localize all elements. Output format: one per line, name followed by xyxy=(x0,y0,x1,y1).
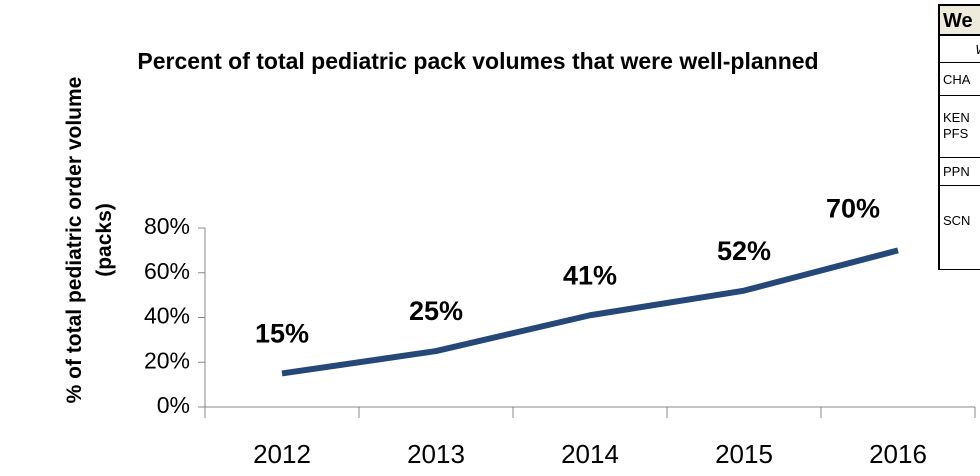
data-label: 41% xyxy=(563,260,617,290)
table-cell: SCN xyxy=(940,186,980,270)
data-label: 70% xyxy=(826,194,880,224)
table-cell: We xyxy=(940,6,980,36)
data-line xyxy=(281,247,899,377)
x-tick-label: 2012 xyxy=(253,439,311,469)
y-tick-label: 0% xyxy=(157,392,190,418)
data-label: 52% xyxy=(717,236,771,266)
y-tick-label: 40% xyxy=(144,303,190,329)
data-label: 15% xyxy=(255,319,309,349)
y-tick-label: 20% xyxy=(144,347,190,373)
y-tick-label: 60% xyxy=(144,258,190,284)
table-cell: CHA xyxy=(940,63,980,96)
table-cell: W xyxy=(940,36,980,63)
x-tick-label: 2015 xyxy=(715,439,773,469)
y-tick-label: 80% xyxy=(144,213,190,239)
x-tick-label: 2014 xyxy=(561,439,619,469)
table-cell: PPN xyxy=(940,158,980,186)
x-tick-label: 2016 xyxy=(869,439,927,469)
data-label: 25% xyxy=(409,296,463,326)
chart-title: Percent of total pediatric pack volumes … xyxy=(137,48,819,74)
x-tick-label: 2013 xyxy=(407,439,465,469)
table-cell: KEN PFS xyxy=(940,96,980,158)
y-axis-label: % of total pediatric order volume (packs… xyxy=(63,76,116,404)
